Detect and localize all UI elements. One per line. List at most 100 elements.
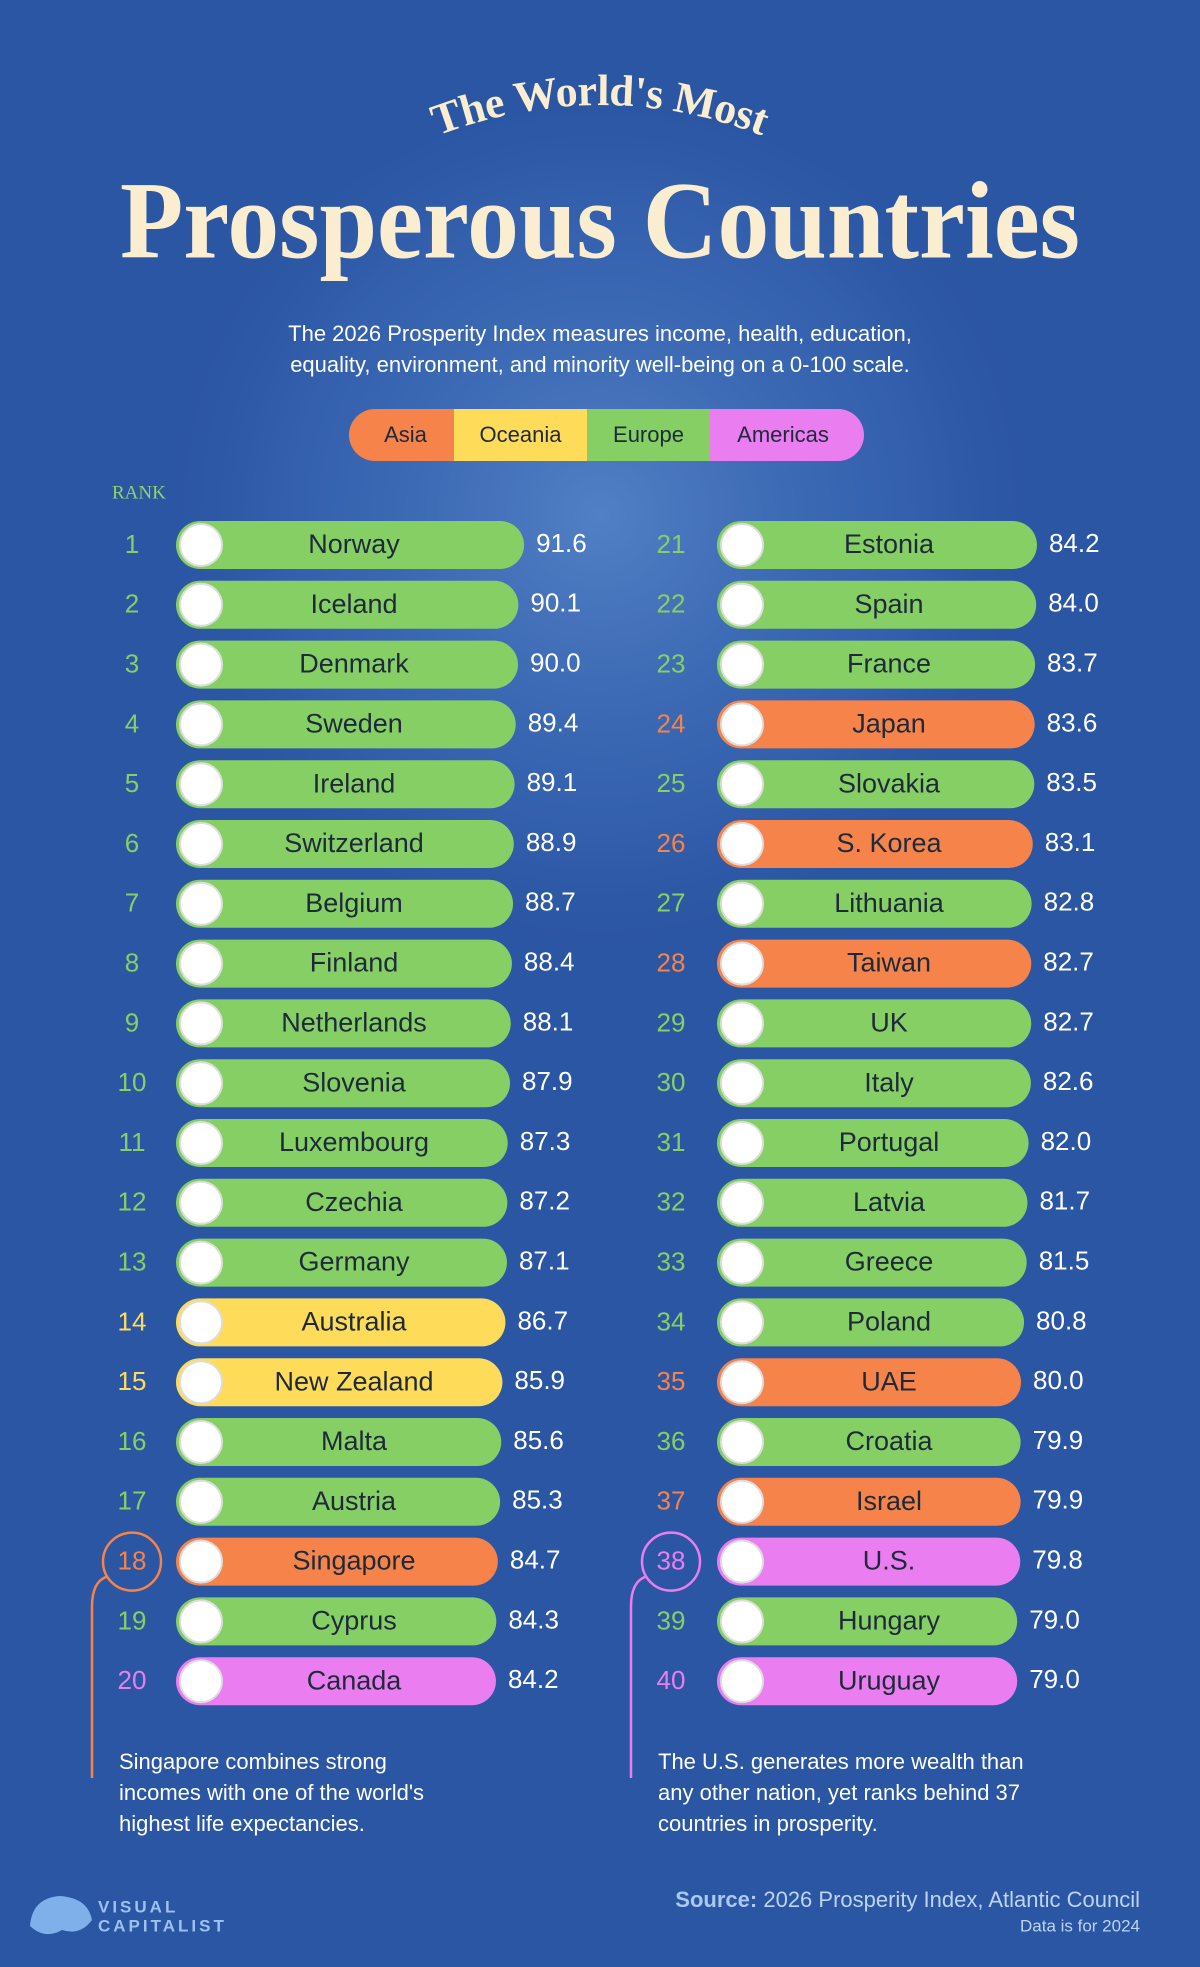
flag (720, 1061, 764, 1106)
bar (176, 1178, 508, 1227)
value-label: 87.3 (520, 1126, 571, 1156)
flag (720, 1599, 764, 1644)
value-label: 83.5 (1046, 767, 1097, 797)
country-row: 29 UK 82.7 (657, 999, 1094, 1048)
rank: 19 (118, 1605, 147, 1635)
rank: 10 (118, 1067, 147, 1097)
country-row: 31 Portugal 82.0 (657, 1119, 1091, 1167)
value-label: 82.8 (1044, 887, 1095, 917)
bar (176, 1418, 502, 1466)
subtitle: The 2026 Prosperity Index measures incom… (288, 321, 912, 346)
bar (717, 1537, 1021, 1586)
flag (720, 702, 764, 747)
flag (720, 642, 764, 687)
flag (720, 762, 764, 807)
country-name: Netherlands (281, 1008, 427, 1038)
bar (176, 700, 516, 749)
bar (717, 820, 1033, 868)
value-label: 82.6 (1043, 1066, 1094, 1096)
country-row: 19 Cyprus 84.3 (118, 1597, 559, 1646)
rank: 11 (119, 1127, 146, 1157)
rank: 39 (657, 1605, 686, 1635)
rank: 7 (125, 888, 139, 918)
value-label: 81.7 (1039, 1186, 1090, 1216)
bar (717, 1238, 1027, 1287)
bar (176, 1537, 498, 1586)
flag (720, 1300, 764, 1345)
bar (717, 1477, 1021, 1526)
bar (176, 879, 514, 928)
bar (717, 521, 1037, 569)
country-row: 18 Singapore 84.7 (118, 1537, 561, 1586)
country-name: Croatia (845, 1426, 933, 1456)
country-row: 20 Canada 84.2 (118, 1657, 559, 1706)
bar (717, 999, 1032, 1048)
bar (717, 1119, 1029, 1167)
note: Data is for 2024 (1020, 1916, 1140, 1935)
bar (176, 999, 511, 1048)
rank: 25 (657, 768, 686, 798)
rank: 15 (118, 1366, 147, 1396)
value-label: 82.7 (1043, 1006, 1094, 1036)
legend-label: Asia (384, 422, 428, 447)
logo: VISUAL CAPITALIST (30, 1896, 224, 1935)
bar (176, 1119, 508, 1167)
flag (179, 582, 223, 627)
rank: 26 (657, 828, 686, 858)
country-row: 36 Croatia 79.9 (657, 1418, 1084, 1466)
value-label: 84.7 (510, 1544, 561, 1574)
country-row: 4 Sweden 89.4 (125, 700, 578, 749)
flag (179, 762, 223, 807)
country-name: France (847, 649, 931, 679)
flag (720, 1180, 764, 1225)
country-name: Taiwan (847, 948, 931, 978)
legend-swatch (587, 409, 710, 461)
rank: 35 (657, 1366, 686, 1396)
country-name: Denmark (299, 649, 409, 679)
country-row: 2 Iceland 90.1 (125, 580, 581, 629)
value-label: 79.9 (1033, 1425, 1084, 1455)
source-label: Source: (675, 1887, 757, 1912)
rank: 38 (657, 1545, 686, 1575)
country-row: 34 Poland 80.8 (657, 1298, 1087, 1347)
value-label: 84.3 (508, 1604, 559, 1634)
annotation-line (629, 1575, 647, 1778)
bar (717, 1358, 1021, 1407)
country-row: 8 Finland 88.4 (125, 939, 575, 988)
flag (179, 523, 223, 567)
country-row: 32 Latvia 81.7 (657, 1178, 1090, 1227)
value-label: 86.7 (517, 1305, 568, 1335)
country-name: New Zealand (274, 1366, 433, 1396)
source: Source: 2026 Prosperity Index, Atlantic … (675, 1887, 1140, 1912)
flag (720, 1001, 764, 1046)
country-name: Czechia (305, 1187, 404, 1217)
rank: 29 (657, 1007, 686, 1037)
country-row: 38 U.S. 79.8 (657, 1537, 1083, 1586)
flag (720, 523, 764, 567)
country-name: Luxembourg (279, 1127, 429, 1157)
flag (179, 881, 223, 926)
bar (176, 1358, 503, 1407)
bar (717, 1418, 1021, 1466)
rank: 5 (125, 768, 139, 798)
legend-label: Europe (613, 422, 684, 447)
rank: 2 (125, 589, 139, 619)
country-name: Norway (308, 529, 400, 559)
country-row: 30 Italy 82.6 (657, 1059, 1094, 1108)
country-row: 22 Spain 84.0 (657, 580, 1099, 629)
country-row: 37 Israel 79.9 (657, 1477, 1083, 1526)
annotation-text: Singapore combines strong (119, 1749, 387, 1774)
flag (720, 582, 764, 627)
flag (720, 1479, 764, 1524)
country-name: Israel (856, 1486, 922, 1516)
country-row: 10 Slovenia 87.9 (118, 1059, 573, 1108)
bar (176, 640, 518, 689)
country-name: Austria (312, 1486, 397, 1516)
country-row: 14 Australia 86.7 (118, 1298, 568, 1347)
country-name: Poland (847, 1307, 931, 1337)
legend-label: Americas (737, 422, 829, 447)
country-row: 17 Austria 85.3 (118, 1477, 563, 1526)
bar (176, 1657, 496, 1706)
annotation: Singapore combines strong incomes with on… (90, 1531, 424, 1836)
